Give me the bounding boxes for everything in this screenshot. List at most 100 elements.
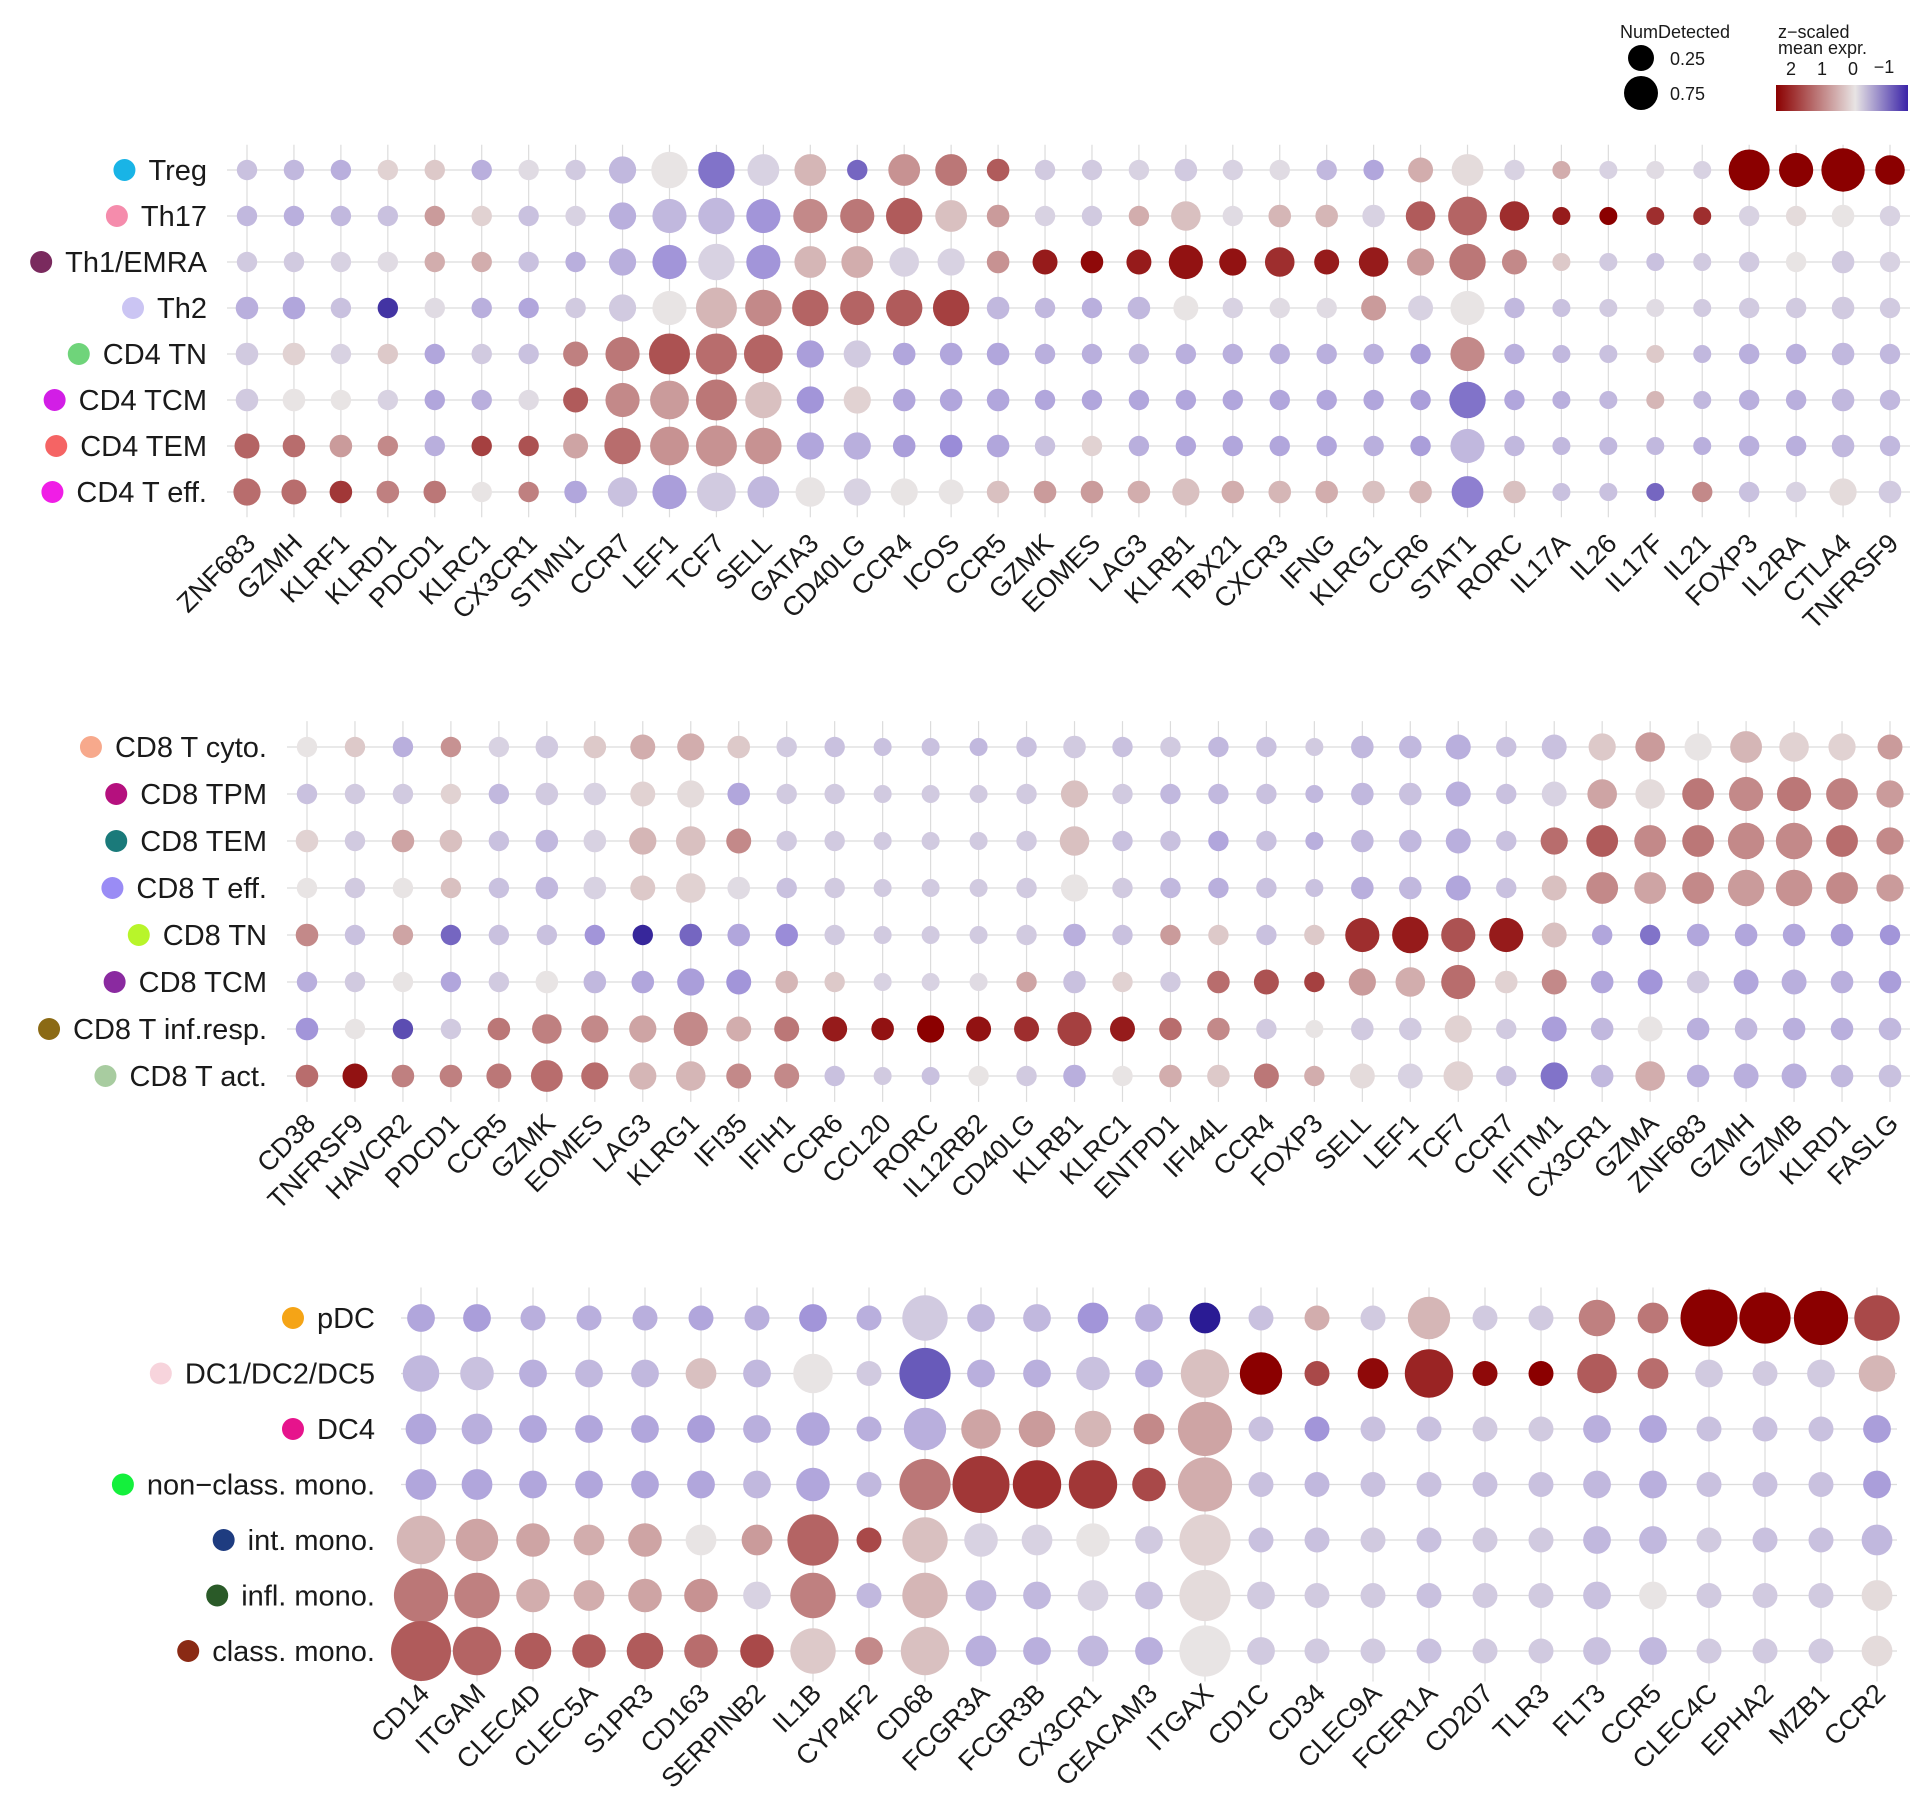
dot-cd4-tn-klrf1 [330, 343, 352, 365]
dot-infl-mono-il1b [790, 1572, 836, 1619]
dot-cd4-tem-il26 [1599, 437, 1618, 455]
dot-cd8-tem-ccr5 [488, 830, 510, 852]
dot-cd8-tn-tcf7 [1441, 917, 1476, 953]
dot-infl-mono-flt3 [1583, 1581, 1611, 1610]
row-key-dc1-dc2-dc5 [149, 1362, 172, 1385]
dot-dc1-dc2-dc5-cd163 [685, 1358, 717, 1389]
dot-th2-klrc1 [471, 297, 492, 319]
row-key-cd8-tn [127, 924, 150, 946]
dot-cd4-tcm-gzmh [282, 388, 306, 412]
dot-cd8-tpm-rorc [921, 785, 940, 803]
dot-pdc-ccr5 [1637, 1302, 1669, 1334]
dot-cd8-t-cyto-tcf7 [1445, 734, 1471, 760]
dot-cd4-t-eff-lef1 [652, 474, 687, 510]
dot-treg-ccr5 [986, 158, 1010, 182]
dot-th2-il2ra [1785, 297, 1807, 319]
dot-int-mono-serpinb2 [741, 1524, 773, 1556]
dot-treg-gzmh [283, 159, 305, 181]
dot-cd8-t-eff-rorc [921, 879, 940, 897]
dot-dc1-dc2-dc5-itgam [460, 1356, 494, 1391]
dot-int-mono-fcgr3b [1021, 1524, 1053, 1556]
dot-cd4-t-eff-stmn1 [564, 480, 587, 504]
dot-cd4-tcm-stmn1 [563, 387, 589, 413]
row-key-int-mono [212, 1529, 235, 1551]
dot-cd8-tcm-klrg1 [677, 968, 705, 996]
dot-cd4-t-eff-klrc1 [471, 481, 492, 503]
dot-cd4-tcm-stat1 [1449, 381, 1486, 419]
dot-class-mono-il1b [790, 1628, 836, 1674]
dot-cd4-tem-gzmk [1034, 435, 1056, 457]
dot-cd8-t-cyto-ifi35 [727, 735, 751, 759]
dot-infl-mono-cd34 [1304, 1583, 1330, 1608]
dot-th2-tnfrsf9 [1879, 297, 1901, 319]
dot-cd8-tpm-eomes [583, 782, 607, 806]
dot-cd8-t-act-ccr6 [824, 1065, 845, 1087]
dot-dc4-serpinb2 [743, 1415, 771, 1443]
dot-th17-ccr7 [608, 202, 637, 230]
dot-cd8-tem-klrg1 [675, 826, 706, 856]
dot-cd8-t-inf-resp-tnfrsf9 [344, 1018, 366, 1040]
dot-cd4-tem-ctla4 [1831, 434, 1855, 458]
dot-cd8-t-eff-pdcd1 [440, 877, 462, 899]
dot-th17-foxp3 [1738, 205, 1760, 227]
dot-cd4-t-eff-znf683 [233, 478, 261, 506]
dot-cd4-t-eff-ifng [1315, 480, 1338, 504]
dot-non-class-mono-cd1c [1248, 1472, 1274, 1497]
dot-non-class-mono-cd34 [1304, 1472, 1330, 1497]
dot-th2-ccr5 [986, 296, 1010, 320]
dot-pdc-il1b [799, 1304, 827, 1332]
dot-dc1-dc2-dc5-clec4d [519, 1359, 547, 1388]
dot-th17-tcf7 [698, 197, 735, 235]
col-label-cd1c: CD1C [1202, 1678, 1275, 1751]
dot-pdc-cyp4f2 [856, 1305, 882, 1331]
dot-cd4-tem-ccr7 [604, 427, 641, 465]
dot-th17-icos [935, 200, 968, 232]
dot-treg-il2ra [1779, 152, 1814, 188]
dot-cd8-t-inf-resp-ccr5 [487, 1017, 511, 1041]
dot-cd8-t-eff-ccr4 [1256, 877, 1277, 899]
dot-dc4-fcgr3a [961, 1409, 1001, 1449]
dot-cd4-tcm-gata3 [796, 386, 824, 414]
dot-th2-ccr6 [1408, 295, 1434, 321]
dot-non-class-mono-ccr5 [1639, 1470, 1667, 1499]
dot-cd8-tn-gzmk [536, 924, 558, 946]
dot-dc4-ccr2 [1863, 1415, 1891, 1443]
dot-dc1-dc2-dc5-clec4c [1695, 1359, 1723, 1388]
dot-infl-mono-itgam [454, 1572, 500, 1619]
dot-treg-il17f [1646, 161, 1665, 179]
dot-class-mono-ccr5 [1639, 1637, 1667, 1665]
dot-dc1-dc2-dc5-clec9a [1357, 1358, 1389, 1389]
dot-cd8-t-inf-resp-pdcd1 [440, 1018, 462, 1040]
dot-th17-lag3 [1128, 205, 1150, 227]
row-key-pdc [281, 1307, 304, 1329]
dot-th17-stmn1 [565, 205, 586, 227]
dot-infl-mono-cd68 [902, 1572, 948, 1619]
dot-dc1-dc2-dc5-s1pr3 [631, 1359, 659, 1388]
dot-dc4-mzb1 [1808, 1416, 1834, 1442]
dot-cd8-t-act-ifitm1 [1540, 1062, 1568, 1090]
dot-cd8-t-cyto-sell [1351, 735, 1374, 759]
dot-cd4-tn-klrd1 [377, 343, 399, 365]
dot-th2-gzmk [1034, 297, 1056, 319]
dot-infl-mono-clec4c [1696, 1583, 1722, 1608]
dot-cd8-tcm-ccr7 [1494, 970, 1518, 994]
dot-treg-sell [747, 154, 780, 186]
dot-cd8-t-act-foxp3 [1304, 1065, 1325, 1087]
dot-cd4-tem-tbx21 [1222, 435, 1244, 457]
dot-non-class-mono-cd163 [687, 1470, 715, 1499]
dot-treg-ccr6 [1408, 157, 1434, 183]
dot-cd8-tn-ifitm1 [1541, 922, 1567, 948]
dot-cd8-tcm-tnfrsf9 [344, 971, 366, 993]
dot-cd4-tem-gata3 [796, 432, 824, 460]
dot-cd8-t-eff-gzmb [1775, 869, 1813, 907]
dot-cd8-t-inf-resp-gzmk [532, 1014, 562, 1044]
dot-th17-cd40lg [840, 198, 875, 234]
dot-cd8-tcm-ifi35 [726, 969, 752, 995]
dot-cd8-tem-klrc1 [1112, 830, 1133, 852]
dot-cd4-tcm-il2ra [1785, 389, 1807, 411]
dot-treg-tcf7 [698, 151, 735, 189]
dot-cd8-t-act-eomes [581, 1062, 609, 1090]
dot-treg-klrc1 [471, 159, 492, 181]
dot-th1-emra-gzmh [283, 251, 305, 273]
dot-cd8-t-act-il12rb2 [968, 1065, 989, 1087]
